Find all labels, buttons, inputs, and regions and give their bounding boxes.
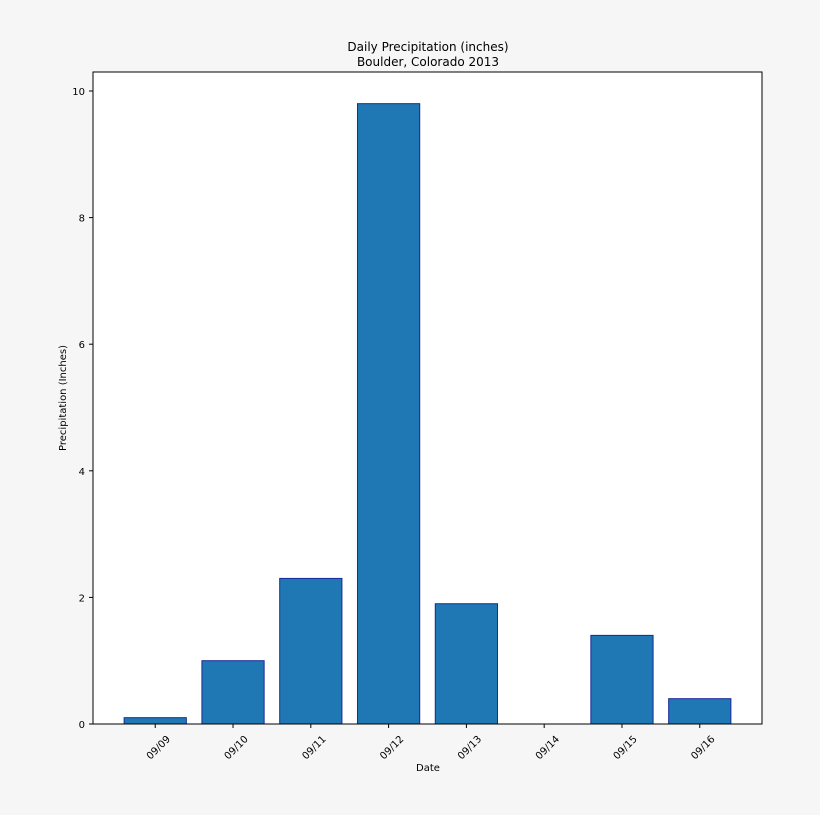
y-axis-label: Precipitation (Inches): [58, 345, 69, 451]
chart-subtitle: Boulder, Colorado 2013: [357, 55, 499, 69]
x-axis: 09/09 09/10 09/11 09/12 09/13 09/14 09/15 09/16: [145, 724, 718, 762]
bar-09-16: [668, 698, 732, 725]
y-tick-label: 0: [79, 720, 85, 731]
x-tick-label: 09/14: [534, 734, 562, 762]
x-tick-label: 09/15: [612, 734, 640, 762]
y-tick-label: 10: [72, 87, 85, 98]
plot-frame: [92, 71, 763, 725]
y-tick-label: 6: [79, 340, 85, 351]
bar-09-15: [590, 634, 654, 725]
x-tick-label: 09/13: [456, 734, 484, 762]
plot-area: [93, 72, 762, 724]
y-axis: 0 2 4 6 8 10: [72, 87, 93, 731]
bar-09-09: [123, 717, 187, 725]
bars-group: [123, 103, 732, 725]
x-tick-label: 09/09: [145, 734, 173, 762]
y-tick-label: 4: [79, 467, 85, 478]
bar-09-12: [356, 103, 421, 725]
x-tick-label: 09/16: [689, 734, 717, 762]
bar-09-13: [434, 603, 499, 725]
x-tick-label: 09/11: [300, 734, 328, 762]
x-axis-label: Date: [416, 763, 440, 774]
bar-09-11: [279, 577, 343, 725]
x-tick-label: 09/10: [223, 734, 251, 762]
x-tick-label: 09/12: [378, 734, 406, 762]
bar-09-10: [201, 660, 265, 725]
y-tick-label: 2: [79, 593, 85, 604]
chart-title: Daily Precipitation (inches): [347, 40, 508, 54]
y-tick-label: 8: [79, 214, 85, 225]
